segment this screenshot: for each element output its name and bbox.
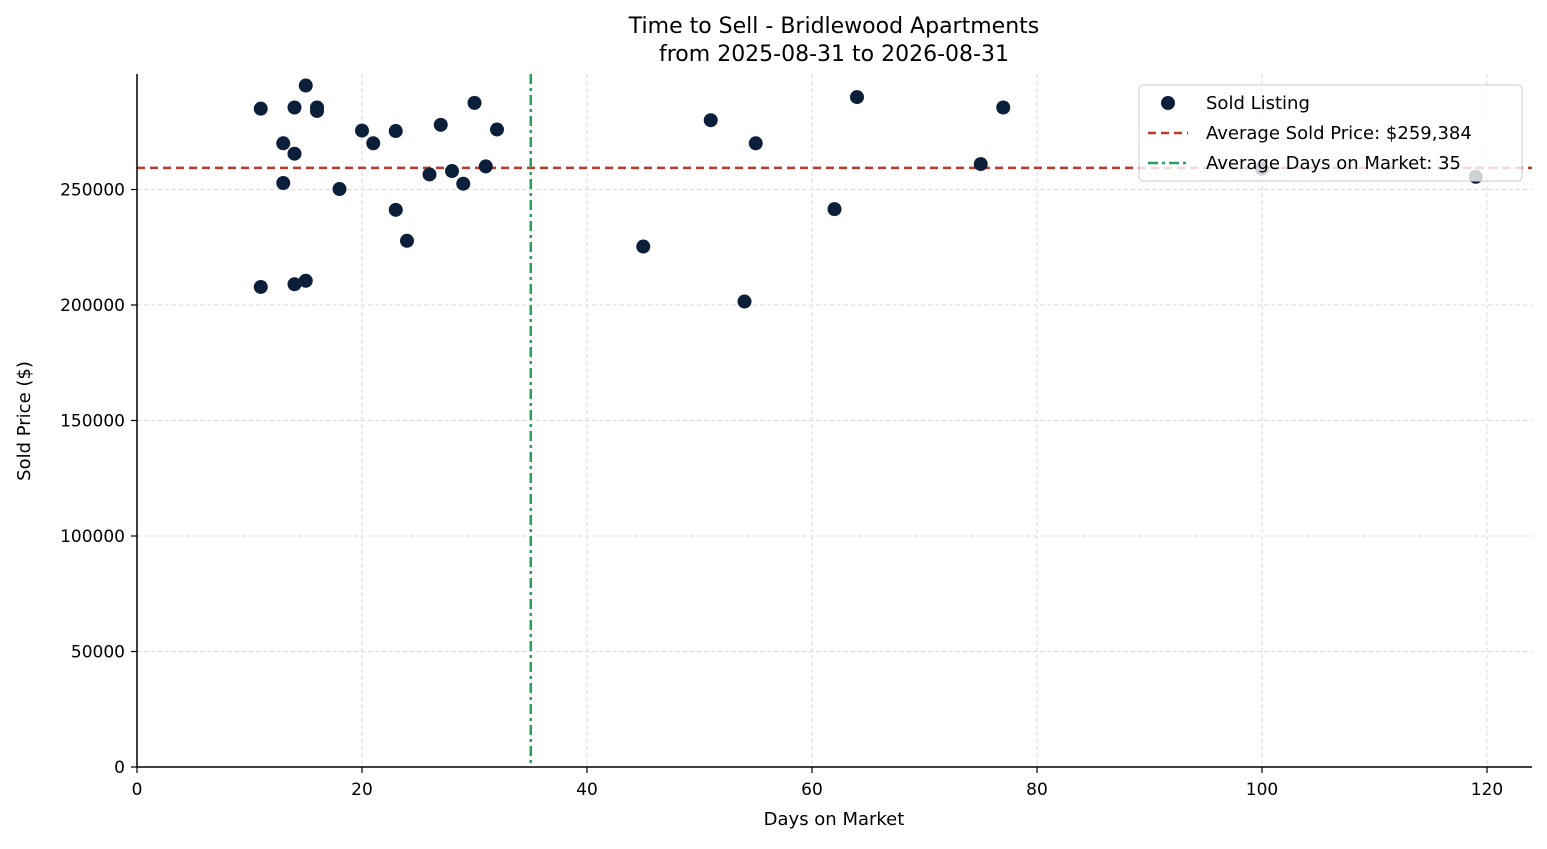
y-tick-label: 0 xyxy=(114,758,125,778)
x-tick-label: 120 xyxy=(1471,780,1503,800)
data-point xyxy=(355,123,369,138)
data-point xyxy=(276,136,291,151)
tick-labels: 0 20 40 60 80 100 120 0 50000 100000 150000 200000 2… xyxy=(60,181,1503,801)
y-tick-label: 150000 xyxy=(60,412,125,432)
data-point xyxy=(253,101,268,116)
data-point xyxy=(388,202,403,217)
data-point xyxy=(636,239,651,254)
data-point xyxy=(287,100,302,115)
data-point xyxy=(456,176,471,191)
x-tick-label: 80 xyxy=(1026,780,1048,800)
x-tick-label: 40 xyxy=(576,780,598,800)
data-point xyxy=(703,113,718,128)
data-point xyxy=(332,182,347,197)
data-point xyxy=(287,146,302,161)
data-point xyxy=(422,167,437,182)
y-tick-label: 100000 xyxy=(60,527,125,547)
data-point xyxy=(253,279,268,294)
data-point xyxy=(400,233,414,248)
legend-label-sold-listing: Sold Listing xyxy=(1206,93,1310,114)
x-axis-label: Days on Market xyxy=(764,809,905,830)
data-point xyxy=(973,157,988,172)
data-point xyxy=(298,78,313,93)
y-tick-label: 50000 xyxy=(71,643,125,663)
x-tick-label: 0 xyxy=(132,780,143,800)
legend-label-avg-days: Average Days on Market: 35 xyxy=(1206,153,1461,174)
chart-title: Time to Sell - Bridlewood Apartments xyxy=(628,14,1039,39)
data-point xyxy=(310,103,324,118)
legend: Sold Listing Average Sold Price: $259,38… xyxy=(1138,84,1523,182)
y-tick-label: 200000 xyxy=(60,296,125,316)
x-tick-label: 20 xyxy=(351,780,373,800)
legend-marker-sold-listing xyxy=(1161,96,1175,110)
data-point xyxy=(366,136,381,151)
y-tick-label: 250000 xyxy=(60,181,125,201)
data-point xyxy=(996,100,1011,115)
data-points xyxy=(253,78,1483,309)
legend-label-avg-price: Average Sold Price: $259,384 xyxy=(1206,123,1472,144)
data-point xyxy=(490,122,504,137)
grid-layer xyxy=(137,74,1532,767)
data-point xyxy=(737,294,752,309)
chart-subtitle: from 2025-08-31 to 2026-08-31 xyxy=(659,42,1009,67)
y-axis-label: Sold Price ($) xyxy=(14,361,35,481)
data-point xyxy=(433,117,448,132)
x-tick-label: 100 xyxy=(1246,780,1278,800)
data-point xyxy=(388,124,403,139)
data-point xyxy=(827,202,842,217)
data-point xyxy=(287,277,302,292)
data-point xyxy=(445,164,459,179)
x-tick-label: 60 xyxy=(801,780,823,800)
legend-box xyxy=(1138,84,1523,182)
data-point xyxy=(850,90,864,105)
data-point xyxy=(467,95,482,110)
data-point xyxy=(276,176,291,191)
data-point xyxy=(748,136,763,151)
data-point xyxy=(478,159,493,174)
data-point xyxy=(298,273,313,288)
